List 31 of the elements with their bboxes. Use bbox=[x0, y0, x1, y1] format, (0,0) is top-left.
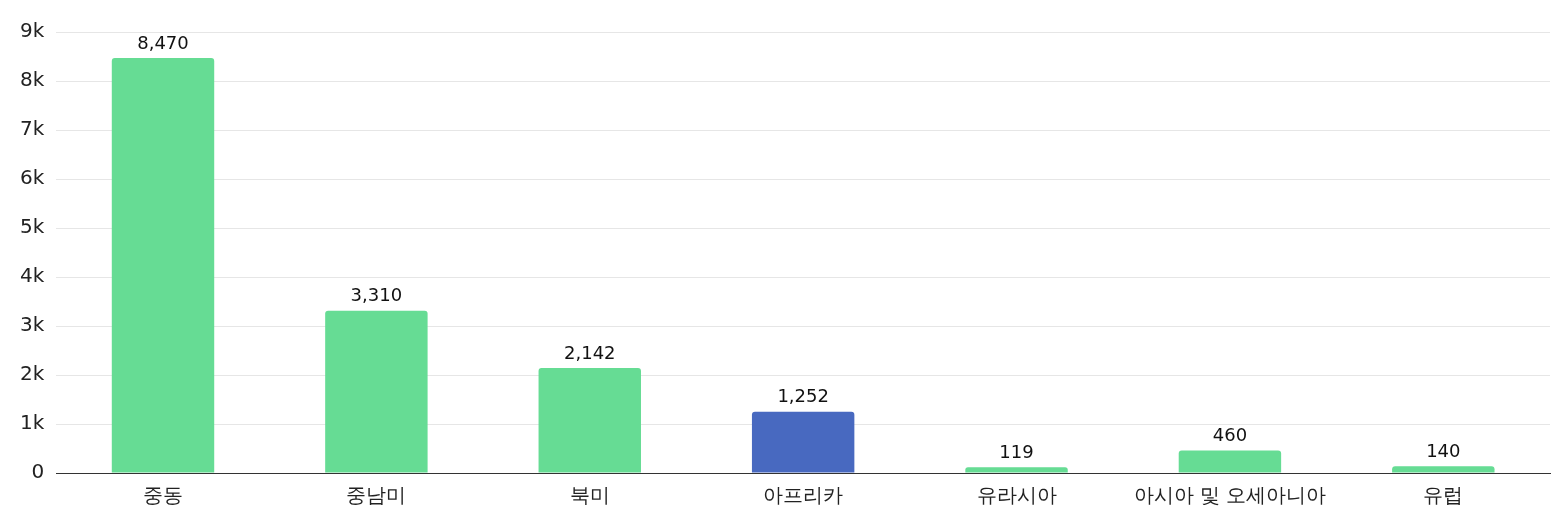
data-label: 1,252 bbox=[777, 385, 829, 407]
y-tick-label: 5k bbox=[19, 214, 45, 239]
bar bbox=[325, 310, 428, 473]
bar bbox=[1178, 450, 1282, 473]
x-tick-label: 북미 bbox=[569, 483, 610, 508]
data-label: 8,470 bbox=[137, 31, 189, 53]
y-tick-label: 4k bbox=[19, 263, 45, 288]
bar bbox=[538, 368, 641, 473]
y-tick-label: 1k bbox=[19, 410, 45, 435]
bar bbox=[965, 467, 1068, 473]
x-tick-label: 유라시아 bbox=[976, 483, 1057, 508]
x-tick-label: 유럽 bbox=[1423, 483, 1464, 508]
y-tick-label: 3k bbox=[19, 312, 45, 337]
y-tick-label: 8k bbox=[19, 67, 45, 92]
y-tick-label: 6k bbox=[19, 165, 45, 190]
x-tick-label: 중동 bbox=[143, 483, 183, 508]
bar bbox=[1392, 466, 1495, 473]
y-tick-label: 7k bbox=[19, 116, 45, 141]
y-tick-label: 9k bbox=[19, 18, 45, 43]
y-tick-label: 2k bbox=[19, 361, 45, 386]
x-tick-label: 아시아 및 오세아니아 bbox=[1133, 483, 1327, 508]
y-tick-label: 0 bbox=[31, 459, 45, 484]
data-label: 2,142 bbox=[564, 341, 616, 363]
bar bbox=[111, 57, 215, 473]
x-tick-label: 아프리카 bbox=[763, 483, 844, 508]
bar bbox=[751, 411, 855, 473]
data-label: 460 bbox=[1212, 424, 1248, 446]
x-tick-label: 중남미 bbox=[346, 483, 407, 508]
data-label: 119 bbox=[999, 440, 1034, 462]
data-label: 140 bbox=[1426, 439, 1461, 461]
data-label: 3,310 bbox=[350, 284, 403, 306]
